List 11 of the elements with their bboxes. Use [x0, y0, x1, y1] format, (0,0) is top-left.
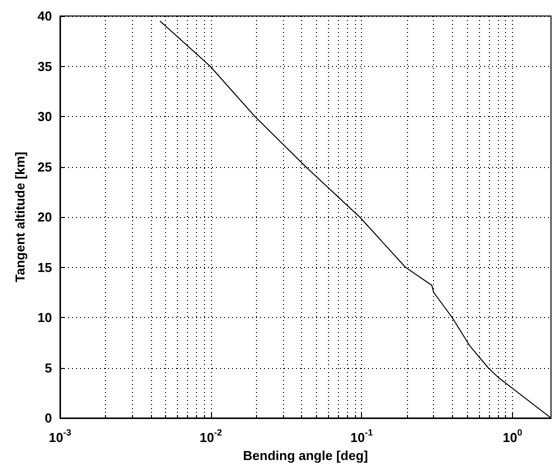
y-tick-label: 15: [38, 260, 52, 275]
y-tick-label: 10: [38, 310, 52, 325]
y-tick-label: 40: [38, 8, 52, 24]
y-tick-label: 25: [38, 159, 52, 174]
y-tick-label: 5: [44, 360, 52, 376]
y-axis-title: Tangent altitude [km]: [12, 152, 28, 282]
y-tick-label: 30: [38, 109, 52, 124]
x-axis-title: Bending angle [deg]: [243, 448, 368, 463]
y-tick-label: 20: [38, 210, 52, 224]
y-tick-label: 0: [44, 410, 52, 426]
y-tick-label: 35: [38, 58, 52, 74]
